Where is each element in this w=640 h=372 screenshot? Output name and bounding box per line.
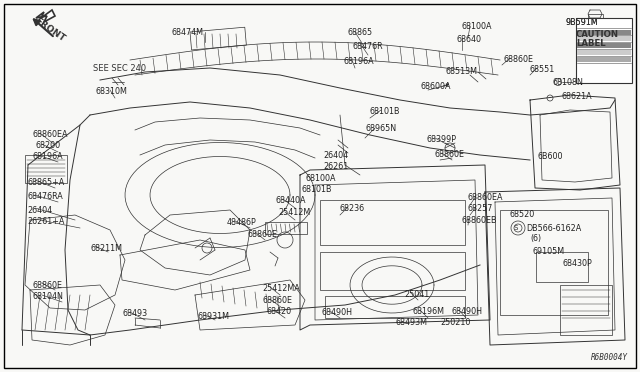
- Bar: [560, 285, 612, 335]
- Bar: [577, 30, 631, 35]
- Text: 68196A: 68196A: [32, 152, 63, 161]
- Text: 68196A: 68196A: [344, 57, 374, 66]
- Text: 68100A: 68100A: [462, 22, 493, 31]
- Bar: [25, 155, 67, 183]
- Text: 68865+A: 68865+A: [27, 178, 64, 187]
- Text: LABEL: LABEL: [576, 39, 605, 48]
- Text: 68551: 68551: [530, 65, 556, 74]
- Text: 6B600: 6B600: [538, 152, 563, 161]
- Text: 68490H: 68490H: [322, 308, 353, 317]
- Text: 69105M: 69105M: [533, 247, 565, 256]
- Text: DB566-6162A: DB566-6162A: [526, 224, 581, 233]
- Bar: [577, 43, 631, 48]
- Text: 26261+A: 26261+A: [27, 217, 65, 226]
- Bar: [190, 27, 246, 50]
- Bar: [320, 200, 465, 245]
- Text: 68860EA: 68860EA: [32, 130, 67, 139]
- Bar: [320, 252, 465, 290]
- Text: R6B0004Y: R6B0004Y: [591, 353, 628, 362]
- Text: 68621A: 68621A: [562, 92, 593, 101]
- Text: 25412M: 25412M: [278, 208, 310, 217]
- Bar: [577, 57, 631, 62]
- Text: 68236: 68236: [340, 204, 365, 213]
- Text: 68200: 68200: [35, 141, 60, 150]
- Text: 68931M: 68931M: [197, 312, 229, 321]
- Text: 68513M: 68513M: [446, 67, 478, 76]
- Text: 250210: 250210: [440, 318, 470, 327]
- Text: 26404: 26404: [27, 206, 52, 215]
- Bar: [588, 14, 603, 18]
- Text: 68860E: 68860E: [248, 230, 278, 239]
- Text: 68474M: 68474M: [171, 28, 203, 37]
- Bar: [325, 296, 465, 318]
- Text: 68108N: 68108N: [553, 78, 584, 87]
- Text: 68860EA: 68860EA: [468, 193, 504, 202]
- Bar: [577, 36, 631, 41]
- Bar: [265, 222, 307, 234]
- Text: 68600A: 68600A: [421, 82, 451, 91]
- Text: 48486P: 48486P: [227, 218, 257, 227]
- Text: 68860E: 68860E: [32, 281, 62, 290]
- Text: FRONT: FRONT: [33, 16, 67, 44]
- Text: 68211M: 68211M: [90, 244, 122, 253]
- Text: 68104N: 68104N: [32, 292, 63, 301]
- Bar: [536, 252, 588, 282]
- Text: 25041: 25041: [404, 290, 429, 299]
- Bar: [500, 210, 608, 315]
- Text: 68430P: 68430P: [563, 259, 593, 268]
- Text: 25412MA: 25412MA: [262, 284, 300, 293]
- Text: S: S: [514, 225, 518, 231]
- Text: 68420: 68420: [267, 307, 292, 316]
- Text: 68865: 68865: [348, 28, 373, 37]
- Text: 68493: 68493: [122, 309, 147, 318]
- Bar: [577, 50, 631, 55]
- Text: 68101B: 68101B: [302, 185, 333, 194]
- Text: 68860EB: 68860EB: [462, 216, 497, 225]
- Text: CAUTION: CAUTION: [576, 30, 619, 39]
- Text: 68196M: 68196M: [413, 307, 445, 316]
- Text: 26261: 26261: [323, 162, 348, 171]
- Text: 68640: 68640: [457, 35, 482, 44]
- Text: 68257: 68257: [468, 204, 493, 213]
- Text: 68399P: 68399P: [427, 135, 457, 144]
- Text: (6): (6): [530, 234, 541, 243]
- Text: SEE SEC 240: SEE SEC 240: [93, 64, 147, 73]
- Text: 68520: 68520: [510, 210, 535, 219]
- Polygon shape: [36, 10, 55, 22]
- Text: 68860E: 68860E: [504, 55, 534, 64]
- Text: 68476RA: 68476RA: [27, 192, 63, 201]
- Text: 68476R: 68476R: [353, 42, 383, 51]
- Text: 68860E: 68860E: [435, 150, 465, 159]
- Text: 9B591M: 9B591M: [566, 18, 599, 27]
- Text: 26404: 26404: [323, 151, 348, 160]
- Text: 68493M: 68493M: [396, 318, 428, 327]
- Text: 68310M: 68310M: [95, 87, 127, 96]
- Text: 68965N: 68965N: [366, 124, 397, 133]
- Text: 68860E: 68860E: [263, 296, 293, 305]
- Text: 68100A: 68100A: [306, 174, 337, 183]
- Text: 68440A: 68440A: [276, 196, 307, 205]
- Text: 68490H: 68490H: [452, 307, 483, 316]
- Bar: [576, 18, 632, 83]
- Text: 9B591M: 9B591M: [566, 18, 599, 27]
- Text: 68101B: 68101B: [370, 107, 401, 116]
